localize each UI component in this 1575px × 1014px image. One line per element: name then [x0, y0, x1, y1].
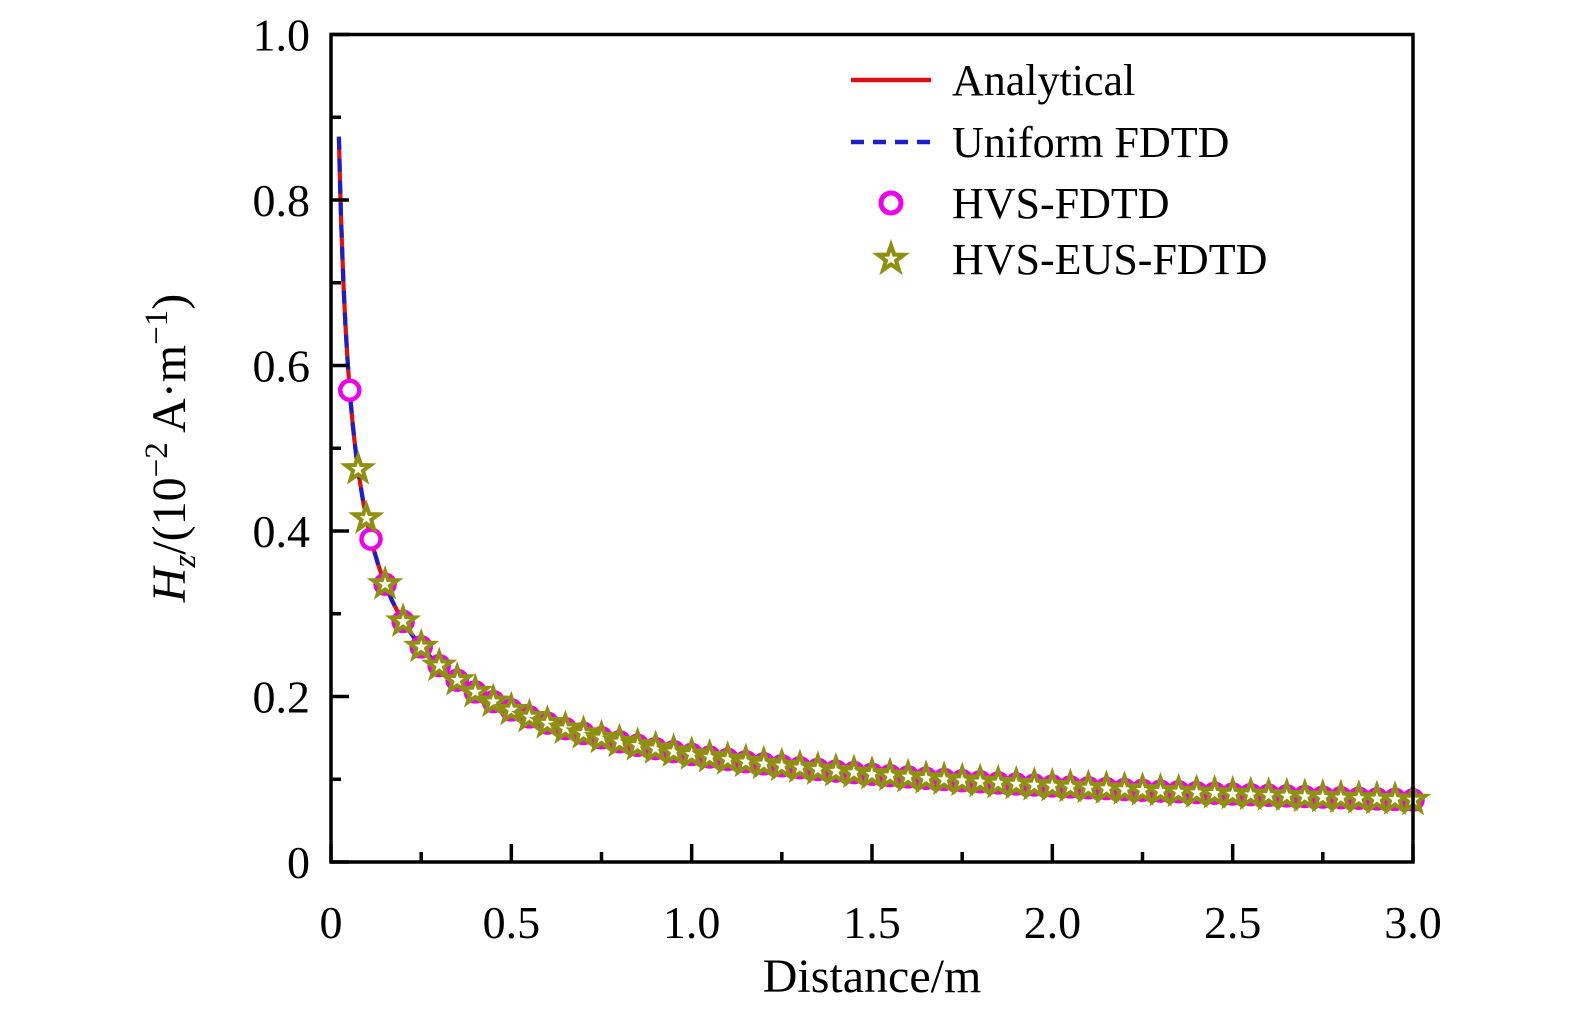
- legend-label: HVS-FDTD: [952, 179, 1170, 228]
- x-tick-label: 2.5: [1204, 897, 1262, 948]
- legend-label: Uniform FDTD: [952, 118, 1229, 167]
- marker-hvs-eus-fdtd-star: [565, 714, 602, 749]
- marker-hvs-eus-fdtd-star: [673, 735, 710, 770]
- marker-hvs-eus-fdtd-star: [637, 729, 674, 765]
- axis-ticks: [329, 32, 1415, 864]
- marker-hvs-eus-fdtd-star: [475, 682, 512, 718]
- legend-label: HVS-EUS-FDTD: [952, 235, 1267, 284]
- legend: Analytical Uniform FDTD HVS-FDTD HVS-EUS-FD…: [851, 56, 1267, 284]
- y-axis-label-part: −1: [139, 310, 175, 345]
- marker-hvs-eus-fdtd-star: [511, 697, 548, 733]
- x-tick-label: 0.5: [483, 897, 541, 948]
- marker-hvs-eus-fdtd-star: [493, 690, 530, 726]
- y-axis-label-part: ): [143, 294, 196, 310]
- marker-hvs-eus-fdtd-star: [655, 732, 692, 768]
- marker-hvs-eus-fdtd-star: [709, 740, 746, 775]
- tick-labels: 0 0.5 1.0 1.5 2.0 2.5 3.0 0 0.2 0.4 0.6 0.8 1.0: [253, 10, 1442, 949]
- y-axis-label-part: H: [143, 565, 196, 603]
- marker-hvs-eus-fdtd-star: [619, 726, 656, 761]
- x-tick-label: 1.0: [663, 897, 721, 948]
- x-tick-label: 3.0: [1384, 897, 1442, 948]
- marker-hvs-eus-fdtd-star: [339, 450, 377, 485]
- plot-border: [329, 32, 1415, 864]
- marker-hvs-fdtd-circle: [359, 527, 383, 551]
- y-tick-label: 0.2: [253, 672, 311, 723]
- y-tick-label: 0.6: [253, 341, 311, 392]
- y-tick-label: 0.8: [253, 175, 311, 226]
- marker-hvs-eus-fdtd-star: [727, 742, 764, 778]
- x-axis-label: Distance/m: [763, 950, 982, 1003]
- marker-hvs-fdtd-circle: [338, 378, 362, 402]
- legend-label: Analytical: [952, 56, 1135, 105]
- marker-hvs-eus-fdtd-star: [547, 709, 584, 745]
- y-tick-label: 0: [287, 837, 310, 888]
- x-tick-label: 2.0: [1024, 897, 1082, 948]
- y-tick-label: 1.0: [253, 10, 311, 61]
- y-tick-label: 0.4: [253, 506, 311, 557]
- marker-hvs-eus-fdtd-star: [529, 704, 566, 739]
- marker-hvs-eus-fdtd-star: [439, 661, 476, 696]
- y-axis-label: Hz​/(10−2​ A·m−1​): [139, 294, 203, 603]
- legend-sample-circle-marker: [878, 190, 904, 216]
- marker-hvs-eus-fdtd-star: [601, 722, 638, 758]
- marker-hvs-eus-fdtd-star: [457, 672, 494, 708]
- y-axis-label-part: −2: [139, 442, 175, 477]
- marker-hvs-eus-fdtd-star: [691, 737, 728, 773]
- marker-hvs-eus-fdtd-star: [385, 602, 422, 638]
- marker-hvs-eus-fdtd-star: [366, 565, 404, 600]
- marker-layer: [338, 378, 1432, 816]
- y-axis-label-part: z: [167, 555, 203, 569]
- legend-sample-star-marker: [872, 239, 910, 276]
- marker-hvs-eus-fdtd-star: [348, 499, 385, 534]
- marker-hvs-eus-fdtd-star: [420, 646, 458, 682]
- y-axis-label-part: A·m: [143, 345, 196, 442]
- y-axis-label-part: /(10: [143, 477, 196, 554]
- marker-hvs-eus-fdtd-star: [403, 627, 440, 663]
- marker-hvs-eus-fdtd-star: [583, 718, 620, 754]
- x-tick-label: 0: [320, 897, 343, 948]
- x-tick-label: 1.5: [843, 897, 901, 948]
